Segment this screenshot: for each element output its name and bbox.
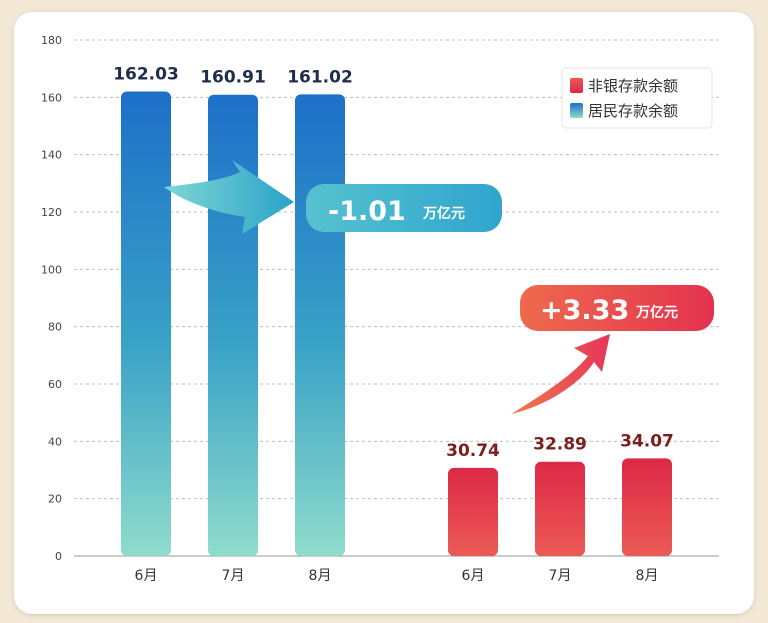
- bar-resident-2: [208, 94, 258, 556]
- bar-resident-3: [295, 94, 345, 556]
- bar-non-bank-2: [535, 461, 585, 556]
- value-label-non-bank: 32.89: [533, 435, 587, 455]
- value-label-non-bank: 34.07: [620, 431, 674, 451]
- increase-arrow-icon: [511, 334, 610, 414]
- value-label-non-bank: 30.74: [446, 441, 500, 461]
- y-tick-label: 0: [55, 550, 62, 563]
- x-tick-label: 7月: [549, 568, 572, 584]
- x-tick-label: 6月: [135, 568, 158, 584]
- legend-label-resident: 居民存款余额: [588, 102, 678, 120]
- increase-unit: 万亿元: [635, 304, 678, 321]
- y-tick-label: 80: [48, 321, 62, 334]
- bar-non-bank-3: [622, 458, 672, 556]
- y-tick-label: 180: [41, 34, 62, 47]
- y-tick-label: 100: [41, 263, 62, 276]
- value-label-resident: 161.02: [287, 67, 353, 87]
- decrease-value: -1.01: [328, 196, 406, 227]
- chart-card: 0 20 40 60 80 100 120 140 160 180 6月 7月 8月 6月 7月 8月 16…: [14, 12, 754, 614]
- y-axis: 0 20 40 60 80 100 120 140 160 180: [41, 34, 62, 563]
- x-tick-label: 8月: [636, 568, 659, 584]
- value-label-resident: 160.91: [200, 68, 266, 88]
- y-tick-label: 40: [48, 435, 62, 448]
- legend: 非银存款余额 居民存款余额: [561, 67, 713, 129]
- value-labels: 162.03 160.91 161.02 30.74 32.89 34.07: [113, 65, 674, 461]
- y-tick-label: 60: [48, 378, 62, 391]
- bar-non-bank-1: [448, 467, 498, 556]
- legend-swatch-resident: [570, 103, 583, 118]
- bar-resident-1: [121, 91, 171, 556]
- x-axis-labels: 6月 7月 8月 6月 7月 8月: [135, 568, 659, 584]
- bar-chart: 0 20 40 60 80 100 120 140 160 180 6月 7月 8月 6月 7月 8月 16…: [41, 34, 719, 584]
- increase-value: +3.33: [540, 295, 629, 326]
- y-tick-label: 20: [48, 493, 62, 506]
- x-tick-label: 6月: [462, 568, 485, 584]
- x-tick-label: 7月: [222, 568, 245, 584]
- value-label-resident: 162.03: [113, 65, 179, 85]
- legend-swatch-non-bank: [570, 78, 583, 93]
- legend-box: [561, 67, 713, 129]
- gridlines: [74, 39, 719, 557]
- y-tick-label: 160: [41, 91, 62, 104]
- x-tick-label: 8月: [309, 568, 332, 584]
- decrease-arrow-icon: [164, 160, 294, 234]
- y-tick-label: 120: [41, 206, 62, 219]
- decrease-unit: 万亿元: [422, 205, 465, 222]
- increase-callout: +3.33 万亿元: [520, 285, 714, 331]
- legend-label-non-bank: 非银存款余额: [588, 77, 678, 95]
- decrease-callout: -1.01 万亿元: [306, 184, 502, 232]
- y-tick-label: 140: [41, 149, 62, 162]
